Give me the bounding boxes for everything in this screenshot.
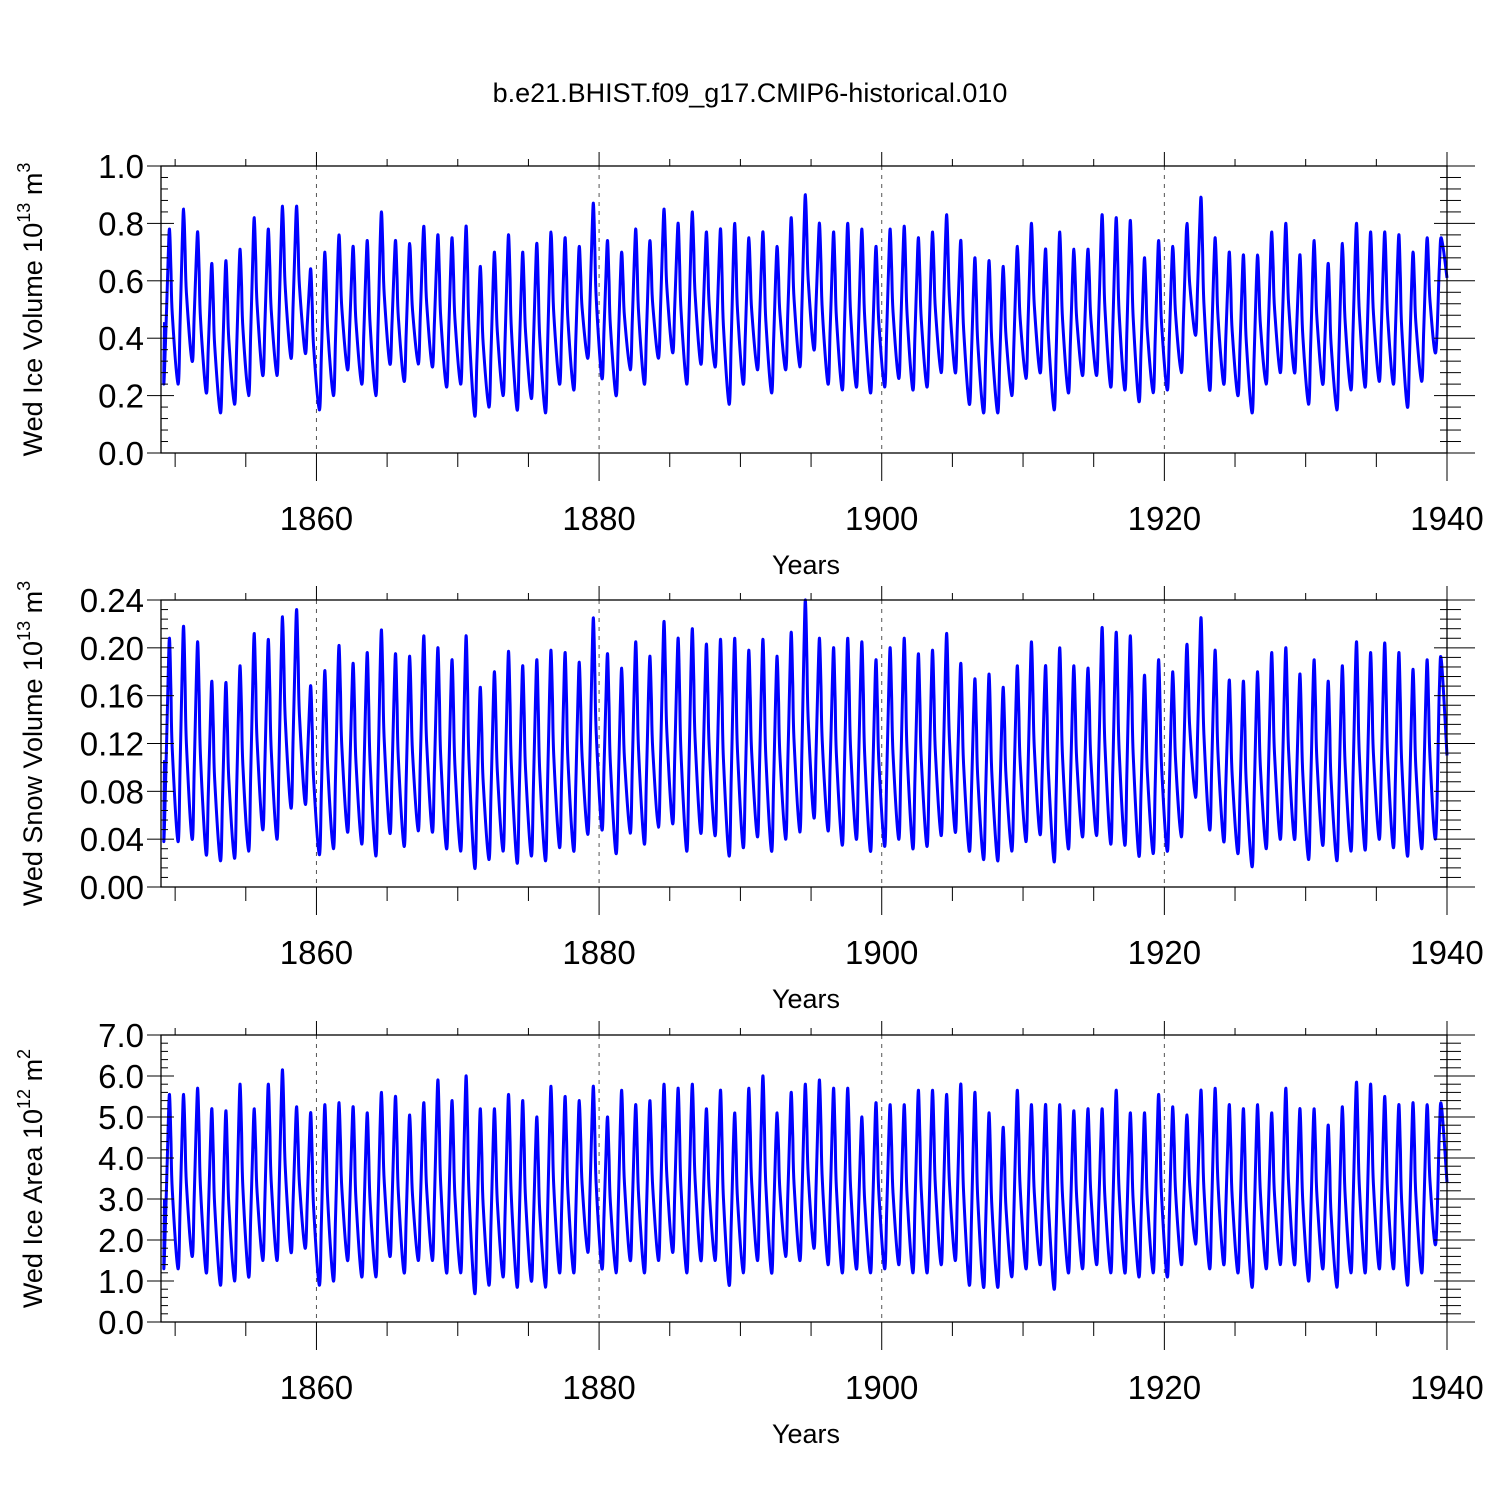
y-tick-label: 0.20 — [80, 630, 144, 667]
xlabel: Years — [772, 550, 840, 580]
ylabel-exponent: 13 — [14, 621, 34, 641]
y-tick-label: 0.24 — [80, 582, 144, 619]
ylabel-unit-exponent: 3 — [14, 163, 34, 173]
y-tick-label: 0.12 — [80, 726, 144, 763]
ylabel-main: Wed Snow Volume 10 — [18, 641, 48, 906]
x-tick-label: 1940 — [1410, 934, 1483, 971]
x-tick-label: 1880 — [562, 934, 635, 971]
x-tick-label: 1900 — [845, 1369, 918, 1406]
figure-title: b.e21.BHIST.f09_g17.CMIP6-historical.010 — [493, 78, 1008, 108]
x-tick-label: 1860 — [280, 1369, 353, 1406]
ylabel-unit: m — [18, 173, 48, 203]
x-tick-label: 1880 — [562, 1369, 635, 1406]
x-tick-label: 1900 — [845, 934, 918, 971]
y-tick-label: 0.2 — [98, 378, 144, 415]
plot-area: 0.0 0.2 0.4 0.6 0.8 1.0 1860 1880 1900 1920 1940 — [98, 148, 1484, 537]
x-tick-label: 1920 — [1128, 934, 1201, 971]
plot-frame — [160, 165, 1448, 454]
ylabel-main: Wed Ice Area 10 — [18, 1109, 48, 1308]
ylabel: Wed Snow Volume 1013 m3 — [14, 581, 48, 906]
plot-area: 0.00 0.04 0.08 0.12 0.16 0.20 0.24 1860 1880 1900… — [80, 582, 1484, 971]
y-tick-label: 1.0 — [98, 1263, 144, 1300]
panel-snow-volume: 0.00 0.04 0.08 0.12 0.16 0.20 0.24 1860 1880 1900… — [14, 581, 1484, 1014]
xlabel: Years — [772, 984, 840, 1014]
x-tick-label: 1880 — [562, 500, 635, 537]
x-tick-label: 1860 — [280, 500, 353, 537]
ylabel-main: Wed Ice Volume 10 — [18, 223, 48, 457]
y-tick-label: 0.8 — [98, 205, 144, 242]
plot-frame — [160, 1034, 1448, 1323]
y-tick-label: 0.16 — [80, 678, 144, 715]
ylabel-exponent: 13 — [14, 203, 34, 223]
y-tick-label: 0.08 — [80, 773, 144, 810]
x-tick-label: 1860 — [280, 934, 353, 971]
ylabel-unit-exponent: 2 — [14, 1049, 34, 1059]
x-tick-label: 1920 — [1128, 500, 1201, 537]
ylabel-exponent: 12 — [14, 1089, 34, 1109]
y-tick-label: 6.0 — [98, 1058, 144, 1095]
panel-ice-volume: 0.0 0.2 0.4 0.6 0.8 1.0 1860 1880 1900 1920 1940 W… — [14, 148, 1484, 580]
y-tick-label: 0.0 — [98, 1304, 144, 1341]
x-tick-label: 1940 — [1410, 1369, 1483, 1406]
series-line — [162, 598, 1449, 870]
y-tick-label: 5.0 — [98, 1099, 144, 1136]
y-tick-label: 1.0 — [98, 148, 144, 185]
plot-area: 0.0 1.0 2.0 3.0 4.0 5.0 6.0 7.0 1860 1880 1900 1920… — [98, 1017, 1484, 1406]
y-tick-label: 7.0 — [98, 1017, 144, 1054]
ylabel: Wed Ice Area 1012 m2 — [14, 1049, 48, 1308]
panel-ice-area: 0.0 1.0 2.0 3.0 4.0 5.0 6.0 7.0 1860 1880 1900 1920… — [14, 1017, 1484, 1449]
x-tick-label: 1900 — [845, 500, 918, 537]
y-tick-label: 3.0 — [98, 1181, 144, 1218]
ylabel-unit: m — [18, 1059, 48, 1089]
y-tick-label: 4.0 — [98, 1140, 144, 1177]
x-tick-label: 1920 — [1128, 1369, 1201, 1406]
ylabel-unit-exponent: 3 — [14, 581, 34, 591]
y-tick-label: 0.6 — [98, 263, 144, 300]
y-tick-label: 0.4 — [98, 320, 144, 357]
xlabel: Years — [772, 1419, 840, 1449]
ylabel-unit: m — [18, 591, 48, 621]
series-line — [162, 1068, 1449, 1295]
x-tick-label: 1940 — [1410, 500, 1483, 537]
series-line — [162, 193, 1449, 418]
ylabel: Wed Ice Volume 1013 m3 — [14, 163, 48, 457]
y-tick-label: 0.04 — [80, 821, 144, 858]
y-tick-label: 0.00 — [80, 869, 144, 906]
y-tick-label: 0.0 — [98, 435, 144, 472]
y-tick-label: 2.0 — [98, 1222, 144, 1259]
